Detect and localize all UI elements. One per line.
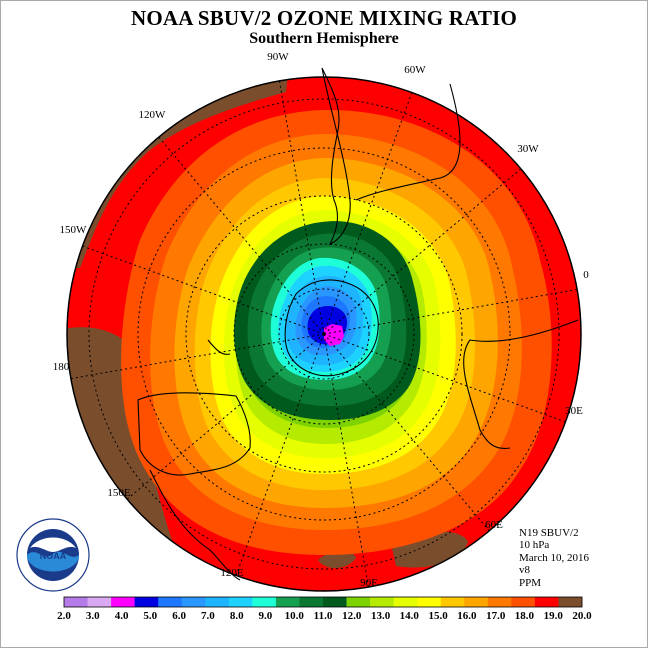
colorbar-tick-label: 14.0 [400, 610, 420, 622]
colorbar-tick-label: 19.0 [544, 610, 564, 622]
south-america-coast [321, 67, 351, 246]
colorbar-tick-label: 5.0 [143, 610, 157, 622]
noaa-logo-text: NOAA [40, 551, 67, 561]
south-america-east-coast [355, 83, 461, 201]
colorbar-tick-label: 3.0 [86, 610, 100, 622]
colorbar-swatch [440, 597, 465, 607]
colorbar-tick-label: 2.0 [57, 610, 71, 622]
noaa-logo: NOAA [16, 518, 90, 592]
colorbar-tick-label: 7.0 [201, 610, 215, 622]
colorbar-swatch [64, 597, 88, 607]
colorbar-frame [63, 596, 583, 608]
colorbar-tick-label: 8.0 [230, 610, 244, 622]
latitude-circles [88, 98, 560, 570]
antarctica-coast [284, 279, 379, 377]
contour-20-s2 [318, 551, 356, 569]
colorbar-tick-label: 4.0 [115, 610, 129, 622]
lon-label-30e: 30E [565, 405, 583, 417]
colorbar-swatch [111, 597, 135, 607]
info-units: PPM [519, 576, 542, 589]
info-date: March 10, 2016 [519, 551, 589, 564]
colorbar-swatch [323, 597, 347, 607]
colorbar-swatch [417, 597, 442, 607]
colorbar-swatch [299, 597, 324, 607]
coastlines [137, 67, 579, 581]
lon-label-0: 0 [583, 269, 589, 281]
lon-label-60e: 60E [485, 519, 503, 531]
colorbar-tick-label: 11.0 [314, 610, 333, 622]
lon-label-150e: 150E [107, 487, 131, 499]
colorbar-tick-label: 13.0 [371, 610, 391, 622]
longitude-labels: 90W 60W 30W 0 30E 60E 90E 120E 150E 180 … [53, 51, 590, 589]
colorbar-tick-labels: 2.0 3.0 4.0 5.0 6.0 7.0 8.0 9.0 10.0 11.0 12.0 13.0… [57, 610, 592, 622]
colorbar-swatch [393, 597, 418, 607]
colorbar-swatch [464, 597, 489, 607]
colorbar [63, 596, 583, 608]
info-panel: N19 SBUV/2 10 hPa March 10, 2016 v8 PPM [519, 527, 589, 589]
map-title: NOAA SBUV/2 OZONE MIXING RATIO [131, 6, 517, 30]
new-zealand-coast [207, 339, 231, 355]
colorbar-tick-label: 18.0 [515, 610, 535, 622]
colorbar-swatch [511, 597, 536, 607]
colorbar-tick-label: 17.0 [486, 610, 506, 622]
colorbar-swatch [558, 597, 583, 607]
lon-label-60w: 60W [404, 64, 426, 76]
info-level: 10 hPa [519, 539, 550, 552]
colorbar-tick-label: 6.0 [172, 610, 186, 622]
lon-label-30w: 30W [517, 143, 539, 155]
colorbar-swatch [487, 597, 512, 607]
colorbar-swatch [181, 597, 206, 607]
ozone-field [67, 77, 581, 591]
colorbar-swatch [534, 597, 559, 607]
colorbar-swatch [346, 597, 371, 607]
colorbar-swatch [370, 597, 394, 607]
colorbar-swatch [228, 597, 253, 607]
lon-label-180: 180 [53, 361, 70, 373]
lon-label-90e: 90E [360, 577, 378, 589]
info-satellite: N19 SBUV/2 [519, 527, 579, 539]
colorbar-tick-label: 15.0 [428, 610, 448, 622]
colorbar-tick-label: 10.0 [285, 610, 305, 622]
colorbar-swatch [205, 597, 230, 607]
colorbar-swatch [158, 597, 183, 607]
colorbar-swatch [87, 597, 112, 607]
lon-label-90w: 90W [267, 51, 289, 63]
colorbar-tick-label: 9.0 [259, 610, 273, 622]
colorbar-tick-label: 12.0 [342, 610, 362, 622]
noaa-seal-icon: NOAA [16, 518, 90, 592]
colorbar-swatch [275, 597, 300, 607]
lon-label-120e: 120E [220, 567, 244, 579]
colorbar-swatch [134, 597, 159, 607]
africa-coast [463, 319, 579, 449]
indonesia-coast [149, 469, 241, 581]
lon-label-120w: 120W [139, 109, 167, 121]
colorbar-tick-label: 16.0 [457, 610, 477, 622]
australia-coast [137, 392, 251, 476]
lon-label-150w: 150W [60, 224, 88, 236]
colorbar-tick-label: 20.0 [572, 610, 592, 622]
colorbar-swatch [252, 597, 277, 607]
map-boundary [66, 76, 582, 592]
map-subtitle: Southern Hemisphere [249, 30, 399, 47]
info-version: v8 [519, 564, 530, 577]
